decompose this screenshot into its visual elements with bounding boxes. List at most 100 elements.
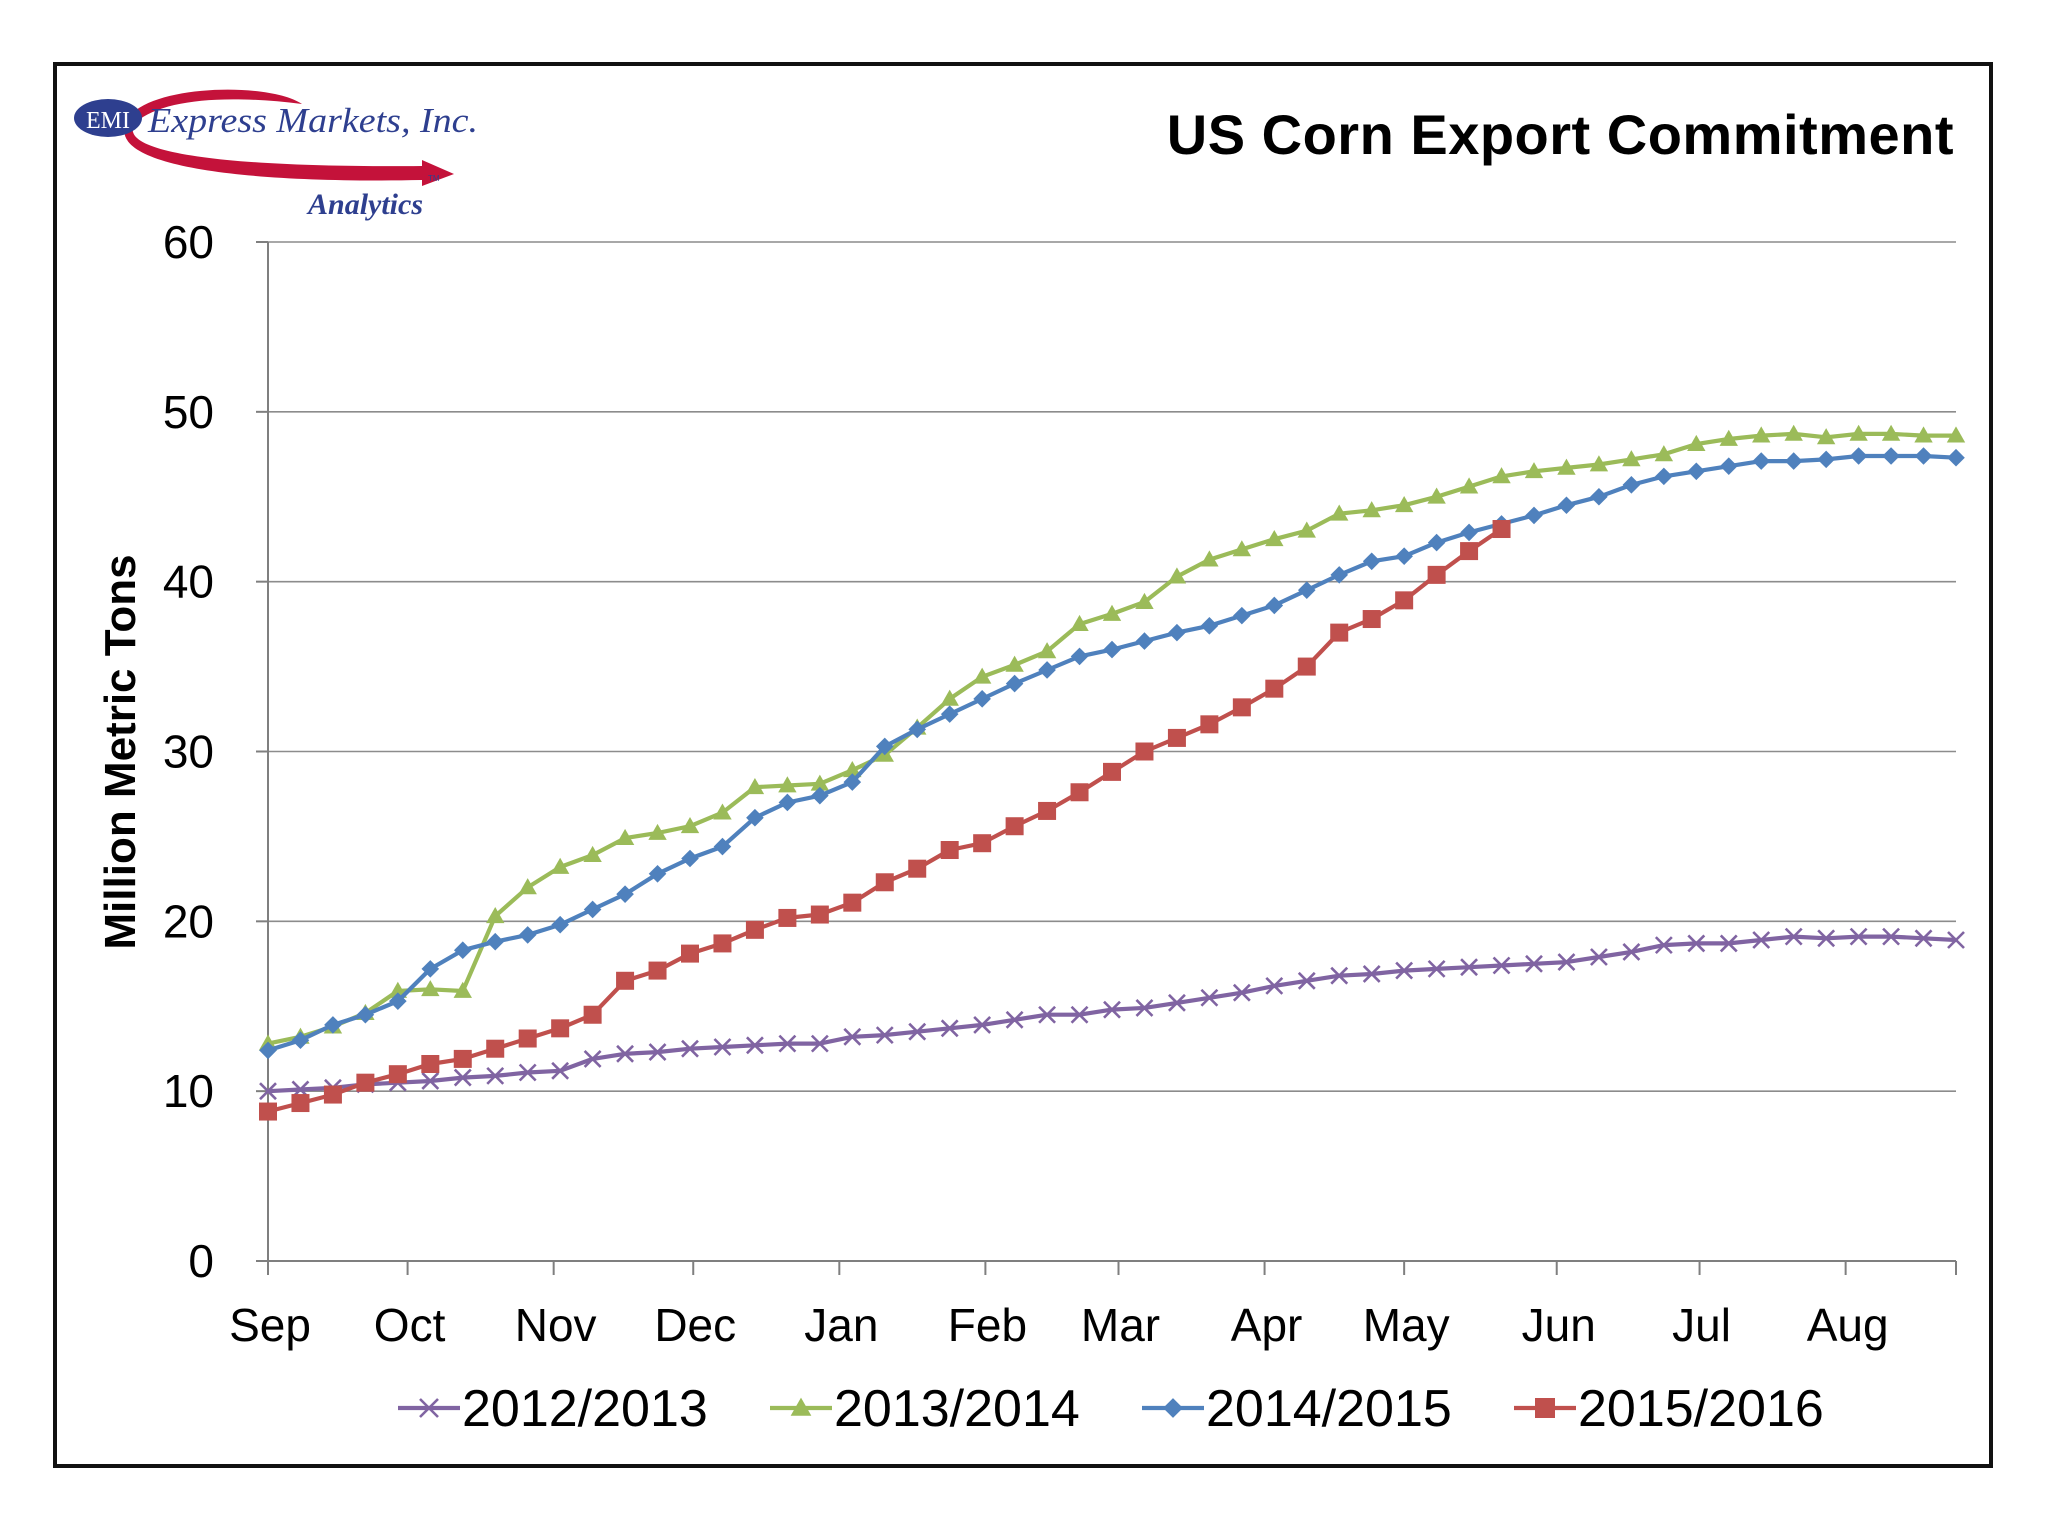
marker-stroke xyxy=(1752,931,1771,949)
data-point-2014-2015 xyxy=(1947,448,1965,467)
legend-marker xyxy=(1535,1398,1555,1418)
data-point-2013-2014 xyxy=(778,776,797,793)
y-tick-label: 10 xyxy=(163,1065,214,1117)
data-point-2013-2014 xyxy=(1330,504,1349,521)
marker-stroke xyxy=(1914,929,1933,948)
data-point-2013-2014 xyxy=(453,981,472,998)
legend-marker xyxy=(419,1398,439,1418)
data-point-2014-2015 xyxy=(1070,647,1089,666)
marker-stroke xyxy=(1135,999,1154,1017)
data-point-2013-2014 xyxy=(810,774,830,791)
legend-marker xyxy=(790,1397,812,1416)
data-point-2012-2013 xyxy=(648,1043,667,1062)
data-point-2012-2013 xyxy=(1752,931,1771,949)
data-point-2012-2013 xyxy=(1687,934,1706,953)
marker-stroke xyxy=(1460,958,1478,977)
legend-item-2013-2014: 2013/2014 xyxy=(770,1380,1080,1438)
chart-frame xyxy=(53,62,1993,1468)
series-2015-2016 xyxy=(259,520,1511,1121)
series-line-2013-2014 xyxy=(267,431,1956,1046)
data-point-2013-2014 xyxy=(1752,426,1771,443)
marker-stroke xyxy=(1882,927,1900,946)
y-axis-title: Million Metric Tons xyxy=(96,554,145,949)
data-point-2012-2013 xyxy=(1427,959,1446,978)
legend-label-2012-2013: 2012/2013 xyxy=(462,1380,708,1438)
data-point-2014-2015 xyxy=(324,1016,342,1034)
x-tick-label-jul: Jul xyxy=(1672,1299,1731,1351)
marker-stroke xyxy=(1005,1010,1024,1029)
data-point-2014-2015 xyxy=(1784,452,1803,470)
data-point-2014-2015 xyxy=(389,992,407,1010)
data-point-2015-2016 xyxy=(1330,623,1349,642)
data-point-2015-2016 xyxy=(940,841,959,860)
logo-swoosh xyxy=(124,89,454,186)
data-point-2014-2015 xyxy=(1817,450,1835,469)
marker-stroke xyxy=(259,1082,277,1101)
data-point-2013-2014 xyxy=(550,857,570,874)
x-tick-label-sep: Sep xyxy=(229,1299,311,1351)
data-point-2014-2015 xyxy=(1655,467,1673,486)
data-point-2015-2016 xyxy=(1297,657,1316,676)
data-point-2012-2013 xyxy=(1590,948,1608,966)
data-point-2015-2016 xyxy=(1103,762,1121,781)
marker-stroke xyxy=(1525,954,1543,973)
data-point-2012-2013 xyxy=(1330,966,1349,985)
marker-stroke xyxy=(1362,965,1381,983)
data-point-2015-2016 xyxy=(681,944,699,963)
data-point-2013-2014 xyxy=(972,667,992,684)
data-point-2013-2014 xyxy=(713,803,732,820)
marker-stroke xyxy=(908,1022,927,1041)
data-point-2013-2014 xyxy=(1849,424,1868,441)
marker-stroke xyxy=(419,1398,439,1418)
data-point-2014-2015 xyxy=(1135,632,1154,650)
marker-stroke xyxy=(1265,976,1284,995)
marker-stroke xyxy=(1719,934,1738,953)
data-point-2012-2013 xyxy=(1070,1005,1089,1024)
data-point-2014-2015 xyxy=(1849,447,1868,465)
data-point-2012-2013 xyxy=(940,1019,959,1038)
data-point-2012-2013 xyxy=(1005,1010,1024,1029)
data-point-2012-2013 xyxy=(1135,999,1154,1017)
data-point-2015-2016 xyxy=(291,1094,310,1113)
legend-item-2015-2016: 2015/2016 xyxy=(1514,1380,1824,1438)
data-point-2012-2013 xyxy=(875,1026,894,1045)
marker-stroke xyxy=(648,1043,667,1062)
data-point-2012-2013 xyxy=(778,1034,797,1053)
data-point-2014-2015 xyxy=(1719,457,1738,475)
marker-stroke xyxy=(875,1026,894,1045)
marker-stroke xyxy=(583,1049,602,1068)
data-point-2015-2016 xyxy=(551,1019,570,1038)
data-point-2012-2013 xyxy=(1882,927,1900,946)
data-point-2015-2016 xyxy=(1070,783,1089,802)
data-point-2014-2015 xyxy=(486,932,505,951)
data-point-2014-2015 xyxy=(1687,462,1706,481)
data-point-2012-2013 xyxy=(259,1082,277,1101)
marker-stroke xyxy=(810,1034,829,1053)
data-point-2013-2014 xyxy=(1005,655,1024,672)
logo-tagline: Analytics xyxy=(306,188,423,221)
data-point-2014-2015 xyxy=(1557,496,1576,515)
data-point-2013-2014 xyxy=(615,828,635,846)
data-point-2012-2013 xyxy=(1719,934,1738,953)
data-point-2014-2015 xyxy=(1882,447,1900,465)
data-point-2014-2015 xyxy=(518,926,537,944)
data-point-2015-2016 xyxy=(745,920,764,939)
data-point-2012-2013 xyxy=(421,1072,440,1090)
data-point-2015-2016 xyxy=(486,1039,505,1058)
data-point-2012-2013 xyxy=(551,1061,570,1080)
data-point-2012-2013 xyxy=(1557,953,1576,972)
data-point-2014-2015 xyxy=(421,960,440,978)
marker-stroke xyxy=(1947,931,1965,949)
data-point-2013-2014 xyxy=(583,845,602,862)
data-point-2014-2015 xyxy=(1038,661,1056,679)
data-point-2014-2015 xyxy=(1914,447,1933,465)
data-point-2015-2016 xyxy=(1362,610,1381,629)
x-tick-label-jun: Jun xyxy=(1522,1299,1596,1351)
data-point-2012-2013 xyxy=(518,1063,537,1082)
data-point-2014-2015 xyxy=(778,793,797,812)
data-point-2015-2016 xyxy=(810,905,829,924)
data-point-2015-2016 xyxy=(1167,728,1186,747)
series-2014-2015 xyxy=(259,447,1965,1060)
logo-company-name: Express Markets, Inc. xyxy=(147,101,478,140)
marker-stroke xyxy=(1817,929,1836,948)
